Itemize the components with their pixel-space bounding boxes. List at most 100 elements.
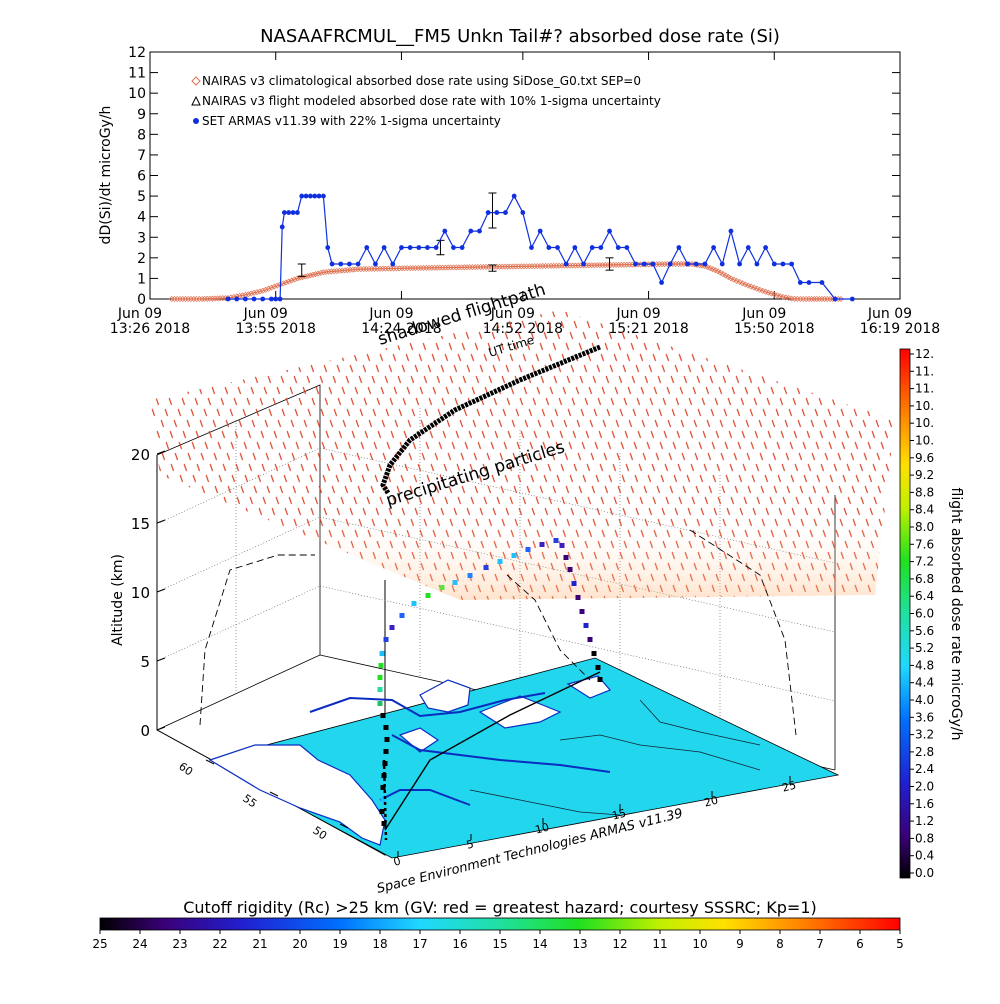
climatological-point [209, 295, 216, 302]
y-tick-label: 6 [137, 169, 146, 185]
armas-point [503, 210, 508, 215]
climatological-point [442, 264, 449, 271]
climatological-point [672, 261, 679, 268]
climatological-point [621, 261, 628, 268]
track-point [483, 565, 489, 570]
climatological-point [382, 265, 389, 272]
climatological-point [512, 263, 519, 270]
dose-colorbar-tick-label: 0.8 [915, 831, 934, 845]
particle-cloud-tint [150, 310, 895, 600]
climatological-point [531, 263, 538, 270]
armas-point [494, 210, 500, 215]
map-coastlines [309, 692, 611, 806]
track-point [425, 593, 431, 598]
climatological-point [185, 296, 192, 302]
track-point [579, 609, 585, 614]
y-axis-label: dD(Si)/dt microGy/h [98, 106, 114, 245]
climatological-point [675, 261, 682, 268]
climatological-point [523, 263, 530, 270]
x-tick-label: Jun 09 [615, 306, 660, 322]
dose-colorbar: 12. 11. 11. 10. 10. 10. 9.6 9.2 8.8 8.4 8.0 7.6 7.2 6… [899, 347, 964, 880]
track-point [591, 651, 597, 656]
climatological-point [193, 296, 200, 302]
armas-point [849, 296, 855, 302]
climatological-point [265, 285, 272, 292]
altitude-axis: 0 5 10 15 20 [131, 446, 166, 740]
dose-colorbar-tick-label: 10. [915, 416, 934, 430]
climatological-point [312, 271, 319, 278]
climatological-point [537, 263, 544, 270]
climatological-point [615, 261, 622, 268]
latitude-tick-label: 60 [176, 760, 195, 779]
climatological-point [196, 296, 203, 302]
climatological-point [756, 286, 763, 293]
svg-text:dD(Si)/dt microGy/h: dD(Si)/dt microGy/h [98, 106, 114, 245]
dose-colorbar-tick-label: 6.4 [915, 589, 934, 603]
track-shadow-floor [384, 671, 601, 831]
dose-colorbar-tick-label: 2.4 [915, 762, 934, 776]
armas-point [303, 193, 309, 199]
climatological-point [331, 268, 338, 275]
rigidity-colorbar-tick-label: 12 [612, 937, 627, 951]
armas-point [321, 193, 326, 199]
longitude-axis: 0 5 10 15 20 25 [392, 776, 798, 869]
altitude-tick [156, 519, 166, 524]
track-point [583, 623, 589, 628]
climatological-point [199, 296, 206, 302]
climatological-point [610, 261, 617, 268]
y-tick-label: 10 [128, 86, 146, 102]
climatological-point [474, 264, 481, 271]
climatological-point [285, 278, 292, 285]
armas-point [780, 261, 786, 267]
climatological-point [377, 265, 383, 272]
climatological-point [623, 261, 630, 268]
track-point [399, 613, 405, 618]
climatological-point [407, 265, 414, 272]
armas-point [589, 245, 595, 250]
climatological-point [461, 264, 468, 271]
climatological-point [733, 277, 740, 284]
dose-colorbar-tick-label: 0.4 [915, 849, 934, 863]
armas-point [416, 245, 422, 250]
longitude-tick-label: 5 [465, 837, 475, 851]
track-point [567, 567, 573, 572]
track-point [379, 809, 385, 814]
series-layer [168, 192, 855, 302]
armas-point [347, 261, 352, 267]
climatological-point [745, 282, 752, 289]
rigidity-colorbar-tick-label: 16 [452, 937, 467, 951]
climatological-point [379, 265, 386, 272]
longitude-tick-label: 10 [534, 821, 551, 837]
climatological-point [328, 268, 335, 275]
track-point [380, 785, 386, 790]
climatological-point [268, 284, 275, 291]
armas-point [294, 210, 300, 215]
armas-point [563, 261, 569, 267]
rigidity-colorbar-tick-label: 10 [692, 937, 707, 951]
y-tick-label: 7 [137, 148, 146, 164]
track-point [381, 773, 387, 778]
climatological-point [458, 264, 465, 271]
climatological-point [423, 264, 430, 271]
armas-point [312, 193, 318, 199]
climatological-point [553, 262, 560, 269]
dose-colorbar-tick-label: 10. [915, 434, 934, 448]
track-point [383, 725, 389, 730]
climatological-point [501, 263, 508, 270]
climatological-point [529, 263, 536, 270]
rigidity-colorbar-tick-label: 11 [652, 937, 667, 951]
climatological-point [387, 265, 394, 272]
latitude-tick-label: 55 [240, 792, 259, 811]
armas-point [832, 296, 838, 302]
climatological-point [813, 296, 820, 302]
climatological-point [591, 262, 598, 269]
armas-point [763, 245, 769, 250]
climatological-point [759, 287, 766, 294]
rigidity-colorbar-tick-label: 13 [572, 937, 587, 951]
armas-point [316, 193, 322, 199]
climatological-point [190, 296, 197, 302]
armas-point [511, 193, 517, 199]
armas-point [754, 261, 760, 267]
climatological-point [472, 264, 479, 271]
